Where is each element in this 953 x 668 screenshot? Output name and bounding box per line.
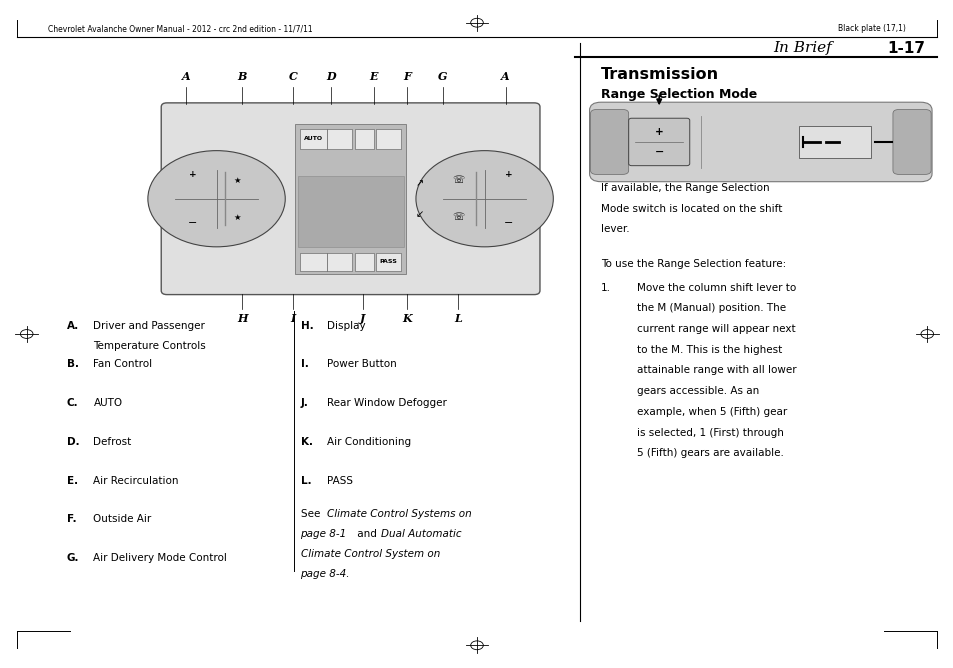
- Text: +: +: [654, 128, 663, 138]
- Text: A.: A.: [67, 321, 79, 331]
- Text: Power Button: Power Button: [327, 359, 396, 369]
- FancyBboxPatch shape: [161, 103, 539, 295]
- Text: Display: Display: [327, 321, 365, 331]
- Text: example, when 5 (Fifth) gear: example, when 5 (Fifth) gear: [637, 407, 786, 417]
- Text: H.: H.: [300, 321, 313, 331]
- Text: Transmission: Transmission: [600, 67, 719, 81]
- Text: −: −: [654, 146, 663, 156]
- Text: Chevrolet Avalanche Owner Manual - 2012 - crc 2nd edition - 11/7/11: Chevrolet Avalanche Owner Manual - 2012 …: [48, 24, 312, 33]
- Circle shape: [416, 151, 553, 247]
- Text: +: +: [189, 170, 196, 179]
- FancyBboxPatch shape: [297, 176, 403, 247]
- Text: −: −: [188, 218, 197, 228]
- Text: +: +: [504, 170, 512, 179]
- Text: AUTO: AUTO: [304, 136, 323, 142]
- Text: the M (Manual) position. The: the M (Manual) position. The: [637, 303, 785, 313]
- Text: B: B: [237, 71, 247, 82]
- Text: Fan Control: Fan Control: [93, 359, 152, 369]
- Text: C.: C.: [67, 398, 78, 408]
- Text: E: E: [370, 71, 377, 82]
- Text: page 8-4.: page 8-4.: [300, 569, 350, 579]
- FancyBboxPatch shape: [589, 102, 931, 182]
- Text: −: −: [503, 218, 513, 228]
- FancyBboxPatch shape: [355, 129, 374, 149]
- Text: AUTO: AUTO: [93, 398, 123, 408]
- FancyBboxPatch shape: [892, 110, 930, 174]
- Text: A: A: [500, 71, 510, 82]
- Text: D.: D.: [67, 437, 79, 447]
- Text: Range Selection Mode: Range Selection Mode: [600, 88, 757, 101]
- Text: G: G: [437, 71, 447, 82]
- Text: A: A: [181, 71, 191, 82]
- Text: J: J: [359, 313, 365, 324]
- Text: ★: ★: [233, 176, 241, 185]
- FancyBboxPatch shape: [355, 253, 374, 271]
- Text: page 8-1: page 8-1: [300, 529, 346, 539]
- Text: Rear Window Defogger: Rear Window Defogger: [327, 398, 447, 408]
- FancyBboxPatch shape: [375, 129, 400, 149]
- Text: 1-17: 1-17: [886, 41, 924, 55]
- Text: J.: J.: [300, 398, 308, 408]
- Text: F: F: [403, 71, 411, 82]
- Text: Move the column shift lever to: Move the column shift lever to: [637, 283, 796, 293]
- Text: is selected, 1 (First) through: is selected, 1 (First) through: [637, 428, 783, 438]
- Text: Air Conditioning: Air Conditioning: [327, 437, 411, 447]
- Text: lever.: lever.: [600, 224, 629, 234]
- Text: In Brief: In Brief: [772, 41, 831, 55]
- Text: C: C: [288, 71, 297, 82]
- Text: PASS: PASS: [379, 259, 397, 265]
- Text: 5 (Fifth) gears are available.: 5 (Fifth) gears are available.: [637, 448, 783, 458]
- Text: Climate Control System on: Climate Control System on: [300, 549, 439, 559]
- FancyBboxPatch shape: [375, 253, 400, 271]
- Text: Dual Automatic: Dual Automatic: [380, 529, 461, 539]
- Text: ★: ★: [233, 212, 241, 222]
- Text: H: H: [236, 313, 248, 324]
- Text: Air Recirculation: Air Recirculation: [93, 476, 179, 486]
- Text: I.: I.: [300, 359, 308, 369]
- Text: Outside Air: Outside Air: [93, 514, 152, 524]
- Text: K.: K.: [300, 437, 313, 447]
- Text: I: I: [290, 313, 295, 324]
- Text: See: See: [300, 509, 323, 519]
- Text: B.: B.: [67, 359, 79, 369]
- Text: to the M. This is the highest: to the M. This is the highest: [637, 345, 781, 355]
- FancyBboxPatch shape: [299, 253, 327, 271]
- Text: 1.: 1.: [600, 283, 610, 293]
- Text: current range will appear next: current range will appear next: [637, 324, 795, 334]
- Text: Defrost: Defrost: [93, 437, 132, 447]
- Text: If available, the Range Selection: If available, the Range Selection: [600, 183, 769, 193]
- FancyBboxPatch shape: [628, 118, 689, 166]
- Text: PASS: PASS: [327, 476, 353, 486]
- FancyBboxPatch shape: [590, 110, 628, 174]
- Text: ↙: ↙: [416, 209, 424, 219]
- Text: K: K: [402, 313, 412, 324]
- FancyBboxPatch shape: [327, 129, 352, 149]
- Text: D: D: [326, 71, 335, 82]
- FancyBboxPatch shape: [327, 253, 352, 271]
- FancyBboxPatch shape: [299, 129, 327, 149]
- Text: and: and: [354, 529, 379, 539]
- FancyBboxPatch shape: [294, 124, 406, 274]
- Text: Climate Control Systems on: Climate Control Systems on: [327, 509, 472, 519]
- Text: To use the Range Selection feature:: To use the Range Selection feature:: [600, 259, 785, 269]
- Circle shape: [148, 151, 285, 247]
- Text: gears accessible. As an: gears accessible. As an: [637, 386, 759, 396]
- Text: Mode switch is located on the shift: Mode switch is located on the shift: [600, 204, 781, 214]
- Text: ☏: ☏: [452, 212, 464, 222]
- Text: attainable range with all lower: attainable range with all lower: [637, 365, 796, 375]
- FancyBboxPatch shape: [799, 126, 870, 158]
- Text: G.: G.: [67, 553, 79, 563]
- Text: ↗: ↗: [416, 178, 424, 188]
- Text: Black plate (17,1): Black plate (17,1): [838, 24, 905, 33]
- Text: F.: F.: [67, 514, 76, 524]
- Text: E.: E.: [67, 476, 78, 486]
- Text: Air Delivery Mode Control: Air Delivery Mode Control: [93, 553, 227, 563]
- Text: Temperature Controls: Temperature Controls: [93, 341, 206, 351]
- Text: ☏: ☏: [452, 176, 464, 186]
- Text: L.: L.: [300, 476, 311, 486]
- Text: Driver and Passenger: Driver and Passenger: [93, 321, 205, 331]
- Text: L: L: [454, 313, 461, 324]
